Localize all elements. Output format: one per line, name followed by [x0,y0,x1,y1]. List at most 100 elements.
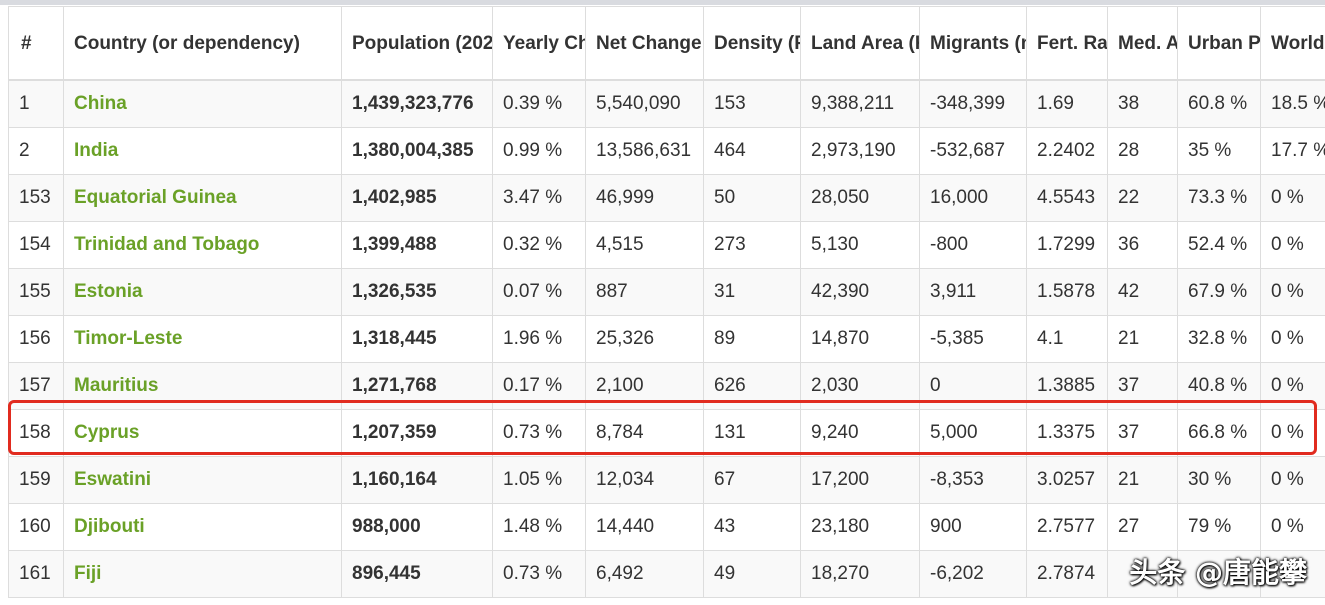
cell-share: 17.7 % [1260,127,1325,175]
population-table: #Country (or dependency)Population (2020… [8,6,1325,598]
country-link[interactable]: India [74,140,119,161]
cell-land: 42,390 [800,268,920,316]
cell-urban: 35 % [1177,127,1261,175]
cell-fert: 3.0257 [1026,456,1108,504]
cell-density: 626 [703,362,801,410]
cell-population: 1,160,164 [341,456,493,504]
cell-land: 5,130 [800,221,920,269]
cell-age: 21 [1107,456,1178,504]
table-row: 161 Fiji 896,445 0.73 % 6,492 49 18,270 -6,202 2… [8,550,1325,598]
country-link[interactable]: Eswatini [74,469,152,490]
cell-age [1107,550,1178,598]
cell-share: 18.5 % [1260,79,1325,128]
top-strip [0,0,1325,5]
country-link[interactable]: Mauritius [74,375,159,396]
cell-population: 1,318,445 [341,315,493,363]
cell-fert: 2.7577 [1026,503,1108,551]
column-header-num[interactable]: # [8,6,64,81]
column-header-yearly[interactable]: Yearly Change [492,6,586,81]
country-link[interactable]: Trinidad and Tobago [74,234,260,255]
country-link[interactable]: Djibouti [74,516,145,537]
cell-num: 1 [8,79,64,128]
cell-net: 5,540,090 [585,79,704,128]
cell-migrants: -5,385 [919,315,1027,363]
column-header-fert[interactable]: Fert. Rate [1026,6,1108,81]
cell-num: 153 [8,174,64,222]
column-header-country[interactable]: Country (or dependency) [63,6,342,81]
cell-age: 37 [1107,409,1178,457]
cell-migrants: 5,000 [919,409,1027,457]
table-row: 158 Cyprus 1,207,359 0.73 % 8,784 131 9,240 5,0… [8,409,1325,457]
cell-age: 22 [1107,174,1178,222]
cell-density: 67 [703,456,801,504]
cell-population: 1,439,323,776 [341,79,493,128]
country-link[interactable]: Timor-Leste [74,328,183,349]
cell-country: India [63,127,342,175]
country-link[interactable]: Cyprus [74,422,140,443]
column-header-migrants[interactable]: Migrants (net) [919,6,1027,81]
cell-yearly: 0.17 % [492,362,586,410]
column-header-share[interactable]: World Share [1260,6,1325,81]
cell-land: 17,200 [800,456,920,504]
cell-density: 31 [703,268,801,316]
column-header-net[interactable]: Net Change [585,6,704,81]
cell-urban: 40.8 % [1177,362,1261,410]
cell-migrants: -348,399 [919,79,1027,128]
header-row: #Country (or dependency)Population (2020… [8,6,1325,81]
cell-migrants: 900 [919,503,1027,551]
cell-num: 159 [8,456,64,504]
cell-land: 18,270 [800,550,920,598]
table-row: 154 Trinidad and Tobago 1,399,488 0.32 % 4,5… [8,221,1325,269]
cell-net: 25,326 [585,315,704,363]
cell-density: 153 [703,79,801,128]
cell-density: 89 [703,315,801,363]
country-link[interactable]: China [74,93,127,114]
cell-yearly: 3.47 % [492,174,586,222]
cell-fert: 1.3885 [1026,362,1108,410]
cell-density: 131 [703,409,801,457]
column-header-land[interactable]: Land Area (Km²) [800,6,920,81]
table-row: 159 Eswatini 1,160,164 1.05 % 12,034 67 17,200… [8,456,1325,504]
cell-age: 21 [1107,315,1178,363]
cell-migrants: 0 [919,362,1027,410]
cell-urban: 32.8 % [1177,315,1261,363]
column-header-age[interactable]: Med. Age [1107,6,1178,81]
cell-urban: 79 % [1177,503,1261,551]
cell-net: 4,515 [585,221,704,269]
cell-yearly: 0.99 % [492,127,586,175]
cell-land: 9,240 [800,409,920,457]
cell-urban: 67.9 % [1177,268,1261,316]
cell-age: 42 [1107,268,1178,316]
cell-population: 1,380,004,385 [341,127,493,175]
cell-yearly: 1.96 % [492,315,586,363]
country-link[interactable]: Equatorial Guinea [74,187,237,208]
cell-share: 0 % [1260,221,1325,269]
cell-yearly: 0.39 % [492,79,586,128]
country-link[interactable]: Estonia [74,281,143,302]
cell-urban: 73.3 % [1177,174,1261,222]
cell-migrants: 3,911 [919,268,1027,316]
cell-population: 988,000 [341,503,493,551]
cell-population: 896,445 [341,550,493,598]
cell-country: Djibouti [63,503,342,551]
column-header-population[interactable]: Population (2020) [341,6,493,81]
cell-migrants: 16,000 [919,174,1027,222]
table-row: 2 India 1,380,004,385 0.99 % 13,586,631 464 2,… [8,127,1325,175]
cell-urban: 60.8 % [1177,79,1261,128]
cell-land: 14,870 [800,315,920,363]
cell-country: China [63,79,342,128]
cell-migrants: -8,353 [919,456,1027,504]
cell-density: 49 [703,550,801,598]
table-body: 1 China 1,439,323,776 0.39 % 5,540,090 153 9,3… [8,79,1325,598]
table-row: 155 Estonia 1,326,535 0.07 % 887 31 42,390 3,91… [8,268,1325,316]
cell-net: 6,492 [585,550,704,598]
country-link[interactable]: Fiji [74,563,102,584]
cell-num: 161 [8,550,64,598]
cell-num: 154 [8,221,64,269]
cell-share [1260,550,1325,598]
cell-land: 28,050 [800,174,920,222]
column-header-urban[interactable]: Urban Pop % [1177,6,1261,81]
cell-urban: 52.4 % [1177,221,1261,269]
cell-population: 1,402,985 [341,174,493,222]
column-header-density[interactable]: Density (P/Km²) [703,6,801,81]
